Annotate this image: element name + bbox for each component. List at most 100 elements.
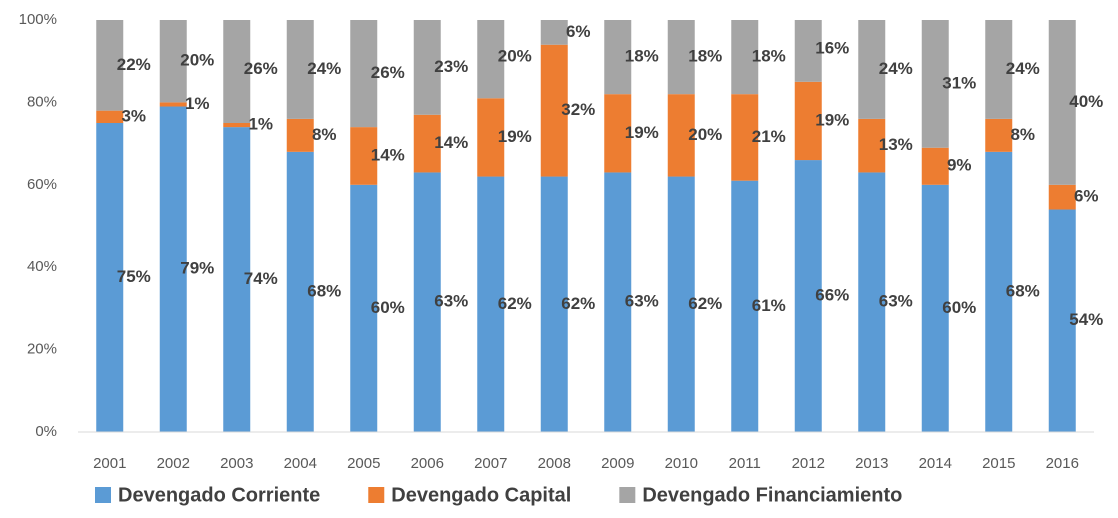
- data-label: 3%: [121, 106, 146, 125]
- data-label: 21%: [752, 127, 786, 146]
- bar-segment: [413, 114, 441, 173]
- data-label: 14%: [434, 133, 468, 152]
- bar-segment: [96, 123, 124, 432]
- bar-segment: [985, 118, 1013, 152]
- bar-segment: [159, 106, 187, 432]
- data-label: 18%: [752, 47, 786, 66]
- data-label: 24%: [1006, 59, 1040, 78]
- data-label: 22%: [117, 55, 151, 74]
- data-label: 40%: [1069, 92, 1103, 111]
- y-tick-label: 20%: [27, 341, 57, 358]
- y-tick-label: 40%: [27, 258, 57, 275]
- bar-segment: [985, 151, 1013, 432]
- x-tick-label: 2015: [982, 455, 1015, 472]
- data-label: 24%: [307, 59, 341, 78]
- y-tick-label: 100%: [19, 11, 57, 28]
- data-label: 54%: [1069, 310, 1103, 329]
- bar-segment: [921, 184, 949, 432]
- bar-segment: [731, 180, 759, 432]
- x-tick-label: 2011: [729, 455, 761, 472]
- bar-segment: [604, 172, 632, 432]
- bar-segment: [477, 98, 505, 177]
- x-tick-label: 2006: [411, 455, 444, 472]
- bar-segment: [350, 20, 378, 128]
- data-label: 63%: [879, 292, 913, 311]
- data-label: 75%: [117, 267, 151, 286]
- data-label: 20%: [688, 125, 722, 144]
- data-label: 20%: [498, 47, 532, 66]
- bar-segment: [858, 20, 886, 119]
- data-label: 74%: [244, 269, 278, 288]
- bar-segment: [921, 147, 949, 185]
- bar-segment: [159, 20, 187, 103]
- data-label: 26%: [371, 63, 405, 82]
- data-label: 68%: [1006, 281, 1040, 300]
- bar-segment: [794, 160, 822, 432]
- plot-area: [96, 20, 1076, 432]
- bar-segment: [286, 151, 314, 432]
- bar-segment: [96, 110, 124, 123]
- data-label: 19%: [815, 110, 849, 129]
- data-label: 66%: [815, 286, 849, 305]
- data-label: 18%: [688, 47, 722, 66]
- data-label: 32%: [561, 100, 595, 119]
- bar-segment: [413, 20, 441, 115]
- data-label: 68%: [307, 281, 341, 300]
- data-label: 18%: [625, 47, 659, 66]
- x-tick-label: 2008: [538, 455, 571, 472]
- data-label: 6%: [1074, 187, 1099, 206]
- x-tick-label: 2003: [220, 455, 253, 472]
- data-label: 8%: [312, 125, 337, 144]
- data-label: 8%: [1010, 125, 1035, 144]
- data-label: 14%: [371, 145, 405, 164]
- bar-segment: [286, 20, 314, 119]
- data-label: 62%: [688, 294, 722, 313]
- data-label: 6%: [566, 22, 591, 41]
- data-label: 62%: [498, 294, 532, 313]
- data-label: 1%: [248, 115, 273, 134]
- bar-segment: [1048, 209, 1076, 432]
- data-label: 60%: [942, 298, 976, 317]
- data-label: 62%: [561, 294, 595, 313]
- bar-segment: [159, 102, 187, 107]
- bar-segment: [731, 94, 759, 181]
- bar-segment: [731, 20, 759, 95]
- data-label: 20%: [180, 51, 214, 70]
- y-tick-label: 80%: [27, 93, 57, 110]
- data-label: 19%: [625, 123, 659, 142]
- y-tick-label: 0%: [35, 423, 57, 440]
- legend-label: Devengado Corriente: [118, 484, 320, 506]
- data-label: 24%: [879, 59, 913, 78]
- x-tick-label: 2009: [601, 455, 634, 472]
- x-tick-label: 2013: [855, 455, 888, 472]
- legend-label: Devengado Financiamiento: [642, 484, 902, 506]
- bar-segment: [223, 127, 251, 432]
- data-label: 61%: [752, 296, 786, 315]
- bar-segment: [794, 81, 822, 161]
- data-label: 19%: [498, 127, 532, 146]
- bar-segment: [667, 94, 695, 177]
- y-tick-label: 60%: [27, 176, 57, 193]
- bar-segment: [286, 118, 314, 152]
- legend-label: Devengado Capital: [391, 484, 571, 506]
- bar-segment: [921, 20, 949, 148]
- bar-segment: [604, 94, 632, 173]
- data-label: 23%: [434, 57, 468, 76]
- bar-segment: [413, 172, 441, 432]
- bar-segment: [1048, 184, 1076, 210]
- bar-segment: [223, 123, 251, 128]
- bar-segment: [96, 20, 124, 111]
- bar-segment: [540, 176, 568, 432]
- data-label: 1%: [185, 94, 210, 113]
- bar-segment: [794, 20, 822, 82]
- bar-segment: [858, 172, 886, 432]
- x-tick-label: 2004: [284, 455, 317, 472]
- x-tick-label: 2014: [919, 455, 952, 472]
- bar-segment: [223, 20, 251, 124]
- data-label: 26%: [244, 59, 278, 78]
- data-label: 63%: [434, 292, 468, 311]
- bar-segment: [540, 20, 568, 45]
- bar-segment: [604, 20, 632, 95]
- data-label: 60%: [371, 298, 405, 317]
